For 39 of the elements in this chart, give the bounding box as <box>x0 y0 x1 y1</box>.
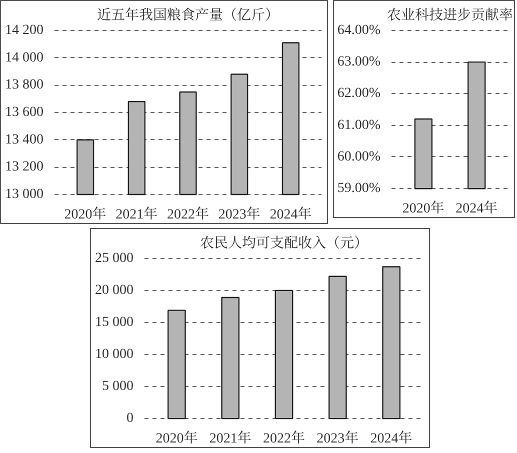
x-tick-label: 2024年 <box>270 206 312 222</box>
y-tick-label: 13 200 <box>5 160 44 175</box>
y-tick-label: 13 400 <box>5 132 44 148</box>
y-tick-label: 59.00% <box>337 181 381 196</box>
x-tick-label: 2021年 <box>116 206 158 222</box>
y-tick-label: 15 000 <box>95 314 134 330</box>
x-tick-label: 2020年 <box>402 200 444 216</box>
x-tick-label: 2024年 <box>456 200 498 216</box>
y-tick-label: 25 000 <box>95 250 134 266</box>
y-tick-label: 13 000 <box>5 187 44 202</box>
y-tick-label: 20 000 <box>95 282 134 298</box>
x-tick-label: 2022年 <box>263 430 305 446</box>
x-tick-label: 2020年 <box>64 206 106 222</box>
y-tick-label: 10 000 <box>95 347 134 362</box>
chart-title: 农业科技进步贡献率 <box>387 8 513 24</box>
bar <box>168 310 186 420</box>
x-tick-label: 2020年 <box>156 430 198 446</box>
x-tick-label: 2023年 <box>218 206 260 222</box>
x-tick-label: 2022年 <box>167 206 209 222</box>
x-tick-label: 2021年 <box>209 430 252 446</box>
bar <box>328 276 347 420</box>
y-tick-label: 0 <box>126 411 134 426</box>
y-tick-label: 5 000 <box>102 379 134 394</box>
y-tick-label: 13 600 <box>5 105 44 120</box>
bar <box>382 266 400 420</box>
y-tick-label: 14 200 <box>5 22 44 38</box>
chart-title: 农民人均可支配收入（元） <box>200 236 368 252</box>
y-tick-label: 62.00% <box>337 86 381 102</box>
bar <box>274 290 294 420</box>
y-tick-label: 63.00% <box>337 54 381 70</box>
chart-title: 近五年我国粮食产量（亿斤） <box>97 8 279 24</box>
x-tick-label: 2023年 <box>316 430 359 446</box>
y-tick-label: 61.00% <box>337 118 381 133</box>
y-tick-label: 64.00% <box>337 22 381 38</box>
bar <box>221 296 240 420</box>
y-tick-label: 13 800 <box>5 78 44 93</box>
x-tick-label: 2024年 <box>370 430 412 446</box>
y-tick-label: 60.00% <box>337 149 381 164</box>
y-tick-label: 14 000 <box>5 50 44 66</box>
